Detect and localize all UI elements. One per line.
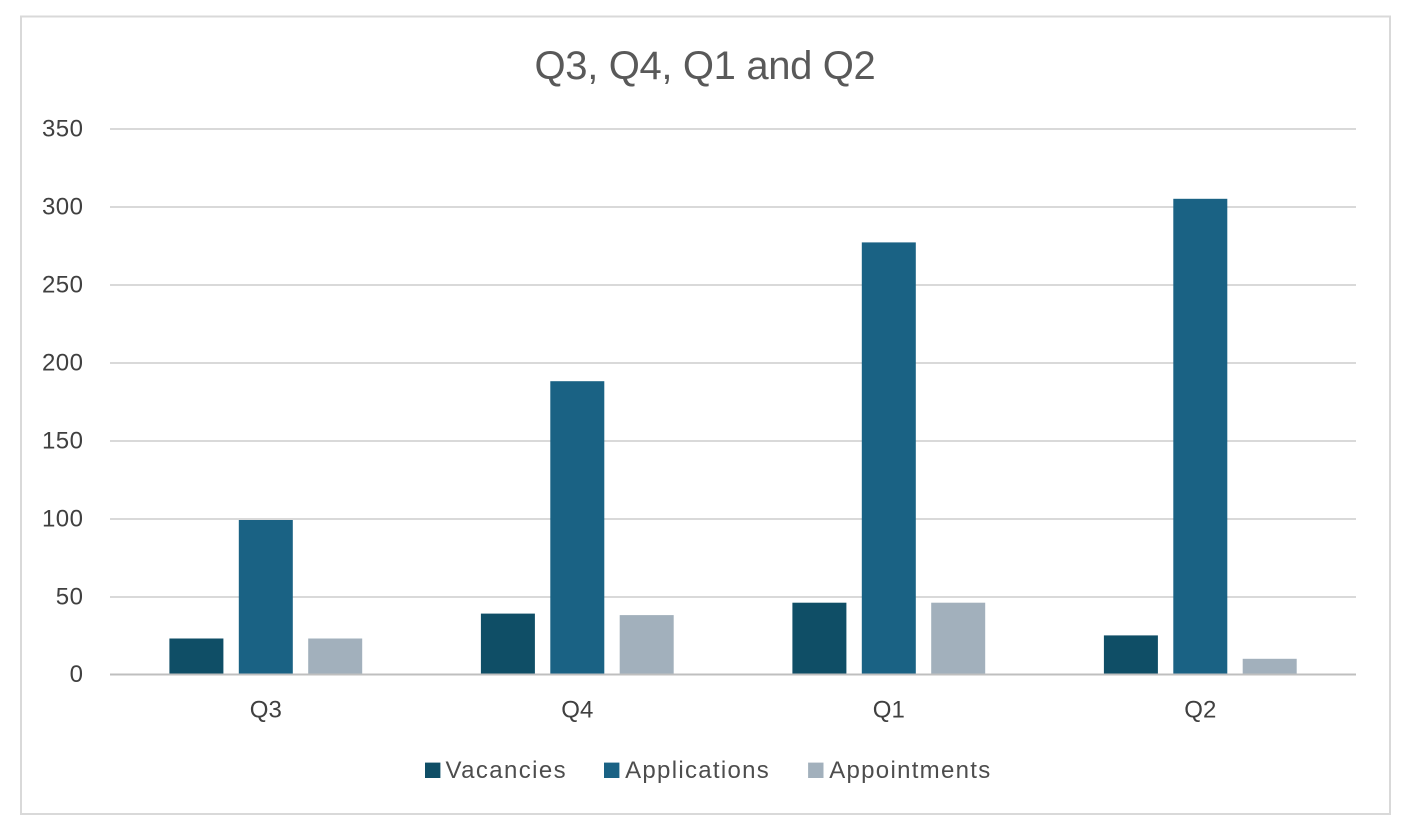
svg-text:Vacancies: Vacancies — [446, 757, 568, 784]
svg-text:Q1: Q1 — [873, 697, 905, 724]
svg-text:Q2: Q2 — [1184, 697, 1216, 724]
svg-text:350: 350 — [42, 116, 84, 143]
svg-text:0: 0 — [70, 661, 84, 688]
svg-text:Appointments: Appointments — [829, 757, 991, 784]
svg-text:250: 250 — [42, 272, 84, 299]
svg-text:Q3, Q4, Q1 and Q2: Q3, Q4, Q1 and Q2 — [535, 44, 876, 88]
svg-text:200: 200 — [42, 350, 84, 377]
svg-text:100: 100 — [42, 506, 84, 533]
svg-text:Q4: Q4 — [561, 697, 593, 724]
svg-text:Applications: Applications — [625, 757, 770, 784]
svg-text:150: 150 — [42, 428, 84, 455]
svg-text:300: 300 — [42, 194, 84, 221]
svg-text:Q3: Q3 — [250, 697, 282, 724]
svg-text:50: 50 — [56, 584, 84, 611]
